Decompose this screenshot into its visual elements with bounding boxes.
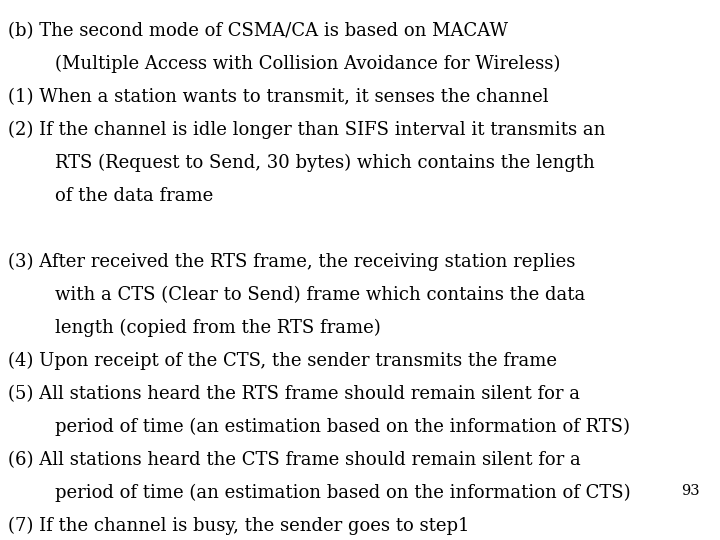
Text: (Multiple Access with Collision Avoidance for Wireless): (Multiple Access with Collision Avoidanc… xyxy=(55,55,560,73)
Text: with a CTS (Clear to Send) frame which contains the data: with a CTS (Clear to Send) frame which c… xyxy=(55,286,585,304)
Text: of the data frame: of the data frame xyxy=(55,187,213,205)
Text: (1) When a station wants to transmit, it senses the channel: (1) When a station wants to transmit, it… xyxy=(8,88,549,106)
Text: (6) All stations heard the CTS frame should remain silent for a: (6) All stations heard the CTS frame sho… xyxy=(8,451,581,469)
Text: RTS (Request to Send, 30 bytes) which contains the length: RTS (Request to Send, 30 bytes) which co… xyxy=(55,154,595,172)
Text: (3) After received the RTS frame, the receiving station replies: (3) After received the RTS frame, the re… xyxy=(8,253,575,271)
Text: length (copied from the RTS frame): length (copied from the RTS frame) xyxy=(55,319,381,338)
Text: (7) If the channel is busy, the sender goes to step1: (7) If the channel is busy, the sender g… xyxy=(8,517,469,535)
Text: (b) The second mode of CSMA/CA is based on MACAW: (b) The second mode of CSMA/CA is based … xyxy=(8,22,508,40)
Text: (4) Upon receipt of the CTS, the sender transmits the frame: (4) Upon receipt of the CTS, the sender … xyxy=(8,352,557,370)
Text: period of time (an estimation based on the information of RTS): period of time (an estimation based on t… xyxy=(55,418,630,436)
Text: 93: 93 xyxy=(681,484,700,498)
Text: period of time (an estimation based on the information of CTS): period of time (an estimation based on t… xyxy=(55,484,631,502)
Text: (2) If the channel is idle longer than SIFS interval it transmits an: (2) If the channel is idle longer than S… xyxy=(8,121,606,139)
Text: (5) All stations heard the RTS frame should remain silent for a: (5) All stations heard the RTS frame sho… xyxy=(8,385,580,403)
